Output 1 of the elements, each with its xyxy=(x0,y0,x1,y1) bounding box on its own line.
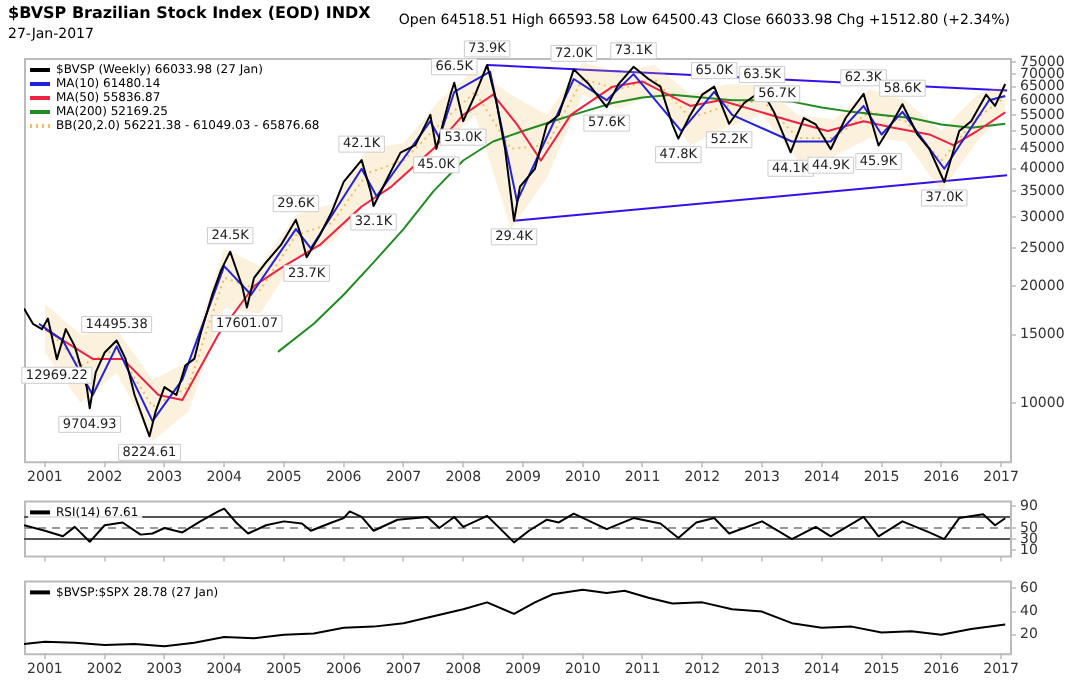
chart-title: $BVSP Brazilian Stock Index (EOD) INDX xyxy=(8,4,371,22)
